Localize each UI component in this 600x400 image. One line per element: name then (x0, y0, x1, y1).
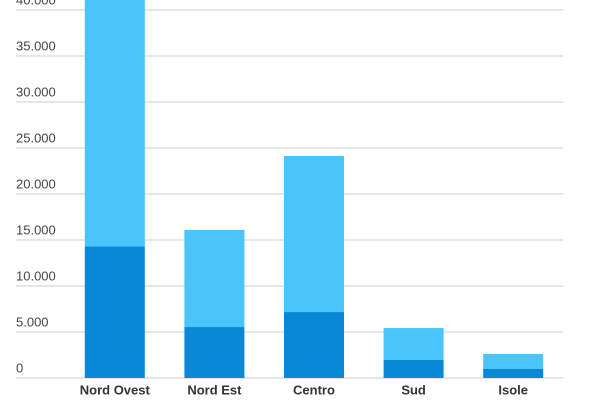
bar-segment (284, 312, 344, 378)
bar-segment (184, 327, 245, 378)
y-tick-label: 5.000 (16, 314, 49, 329)
x-tick-label: Centro (293, 382, 335, 397)
bar-segment (84, 246, 145, 378)
y-tick-label: 20.000 (16, 176, 56, 191)
y-tick-label: 30.000 (16, 84, 56, 99)
x-tick-label: Isole (498, 382, 528, 397)
bar-segment (84, 0, 145, 247)
y-tick-label: 35.000 (16, 38, 56, 53)
bar-segment (383, 359, 444, 378)
x-tick-label: Nord Ovest (80, 382, 151, 397)
bar-segment (483, 368, 544, 378)
x-tick-label: Nord Est (187, 382, 242, 397)
bar-segment (383, 328, 444, 360)
y-tick-label: 25.000 (16, 130, 56, 145)
y-tick-label: 10.000 (16, 268, 56, 283)
bar-segment (483, 353, 544, 369)
bar-segment (184, 229, 245, 328)
y-tick-label: 40.000 (16, 0, 56, 7)
x-tick-label: Sud (401, 382, 426, 397)
y-tick-label: 0 (16, 360, 23, 375)
y-tick-label: 15.000 (16, 222, 56, 237)
bar-segment (284, 156, 344, 313)
